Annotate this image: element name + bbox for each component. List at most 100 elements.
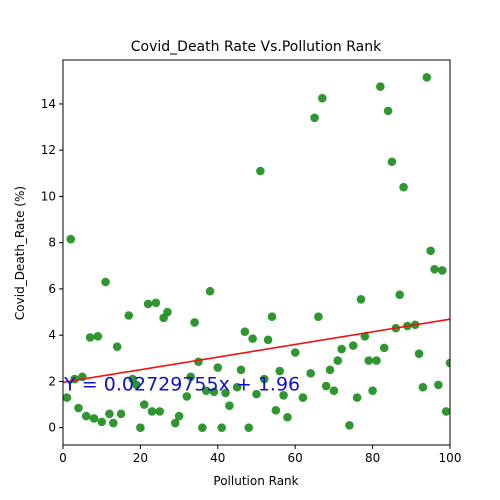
data-point [376,82,385,91]
data-point [310,113,319,123]
x-tick-label: 0 [59,451,67,465]
data-point [418,382,428,392]
data-point [225,401,234,410]
data-point [329,386,339,395]
data-point [217,423,226,432]
data-point [155,407,165,416]
data-point [205,286,215,296]
data-point [97,417,106,427]
plot-area: Y = 0.02729755x + 1.96 0 20 40 60 80 100 0 2 4 6 8 1… [41,59,462,465]
data-point [139,400,149,409]
y-tick-label: 0 [48,421,56,435]
data-point [182,392,192,401]
data-point [63,393,72,402]
plot-frame [62,59,451,446]
data-point [190,318,199,327]
data-point [279,390,288,400]
data-point [356,295,366,304]
data-point [81,411,91,421]
data-point [271,406,281,415]
y-axis-label: Covid_Death_Rate (%) [13,186,27,320]
chart-title: Covid_Death Rate Vs.Pollution Rank [131,39,382,55]
data-point [434,380,443,390]
data-point [387,157,397,167]
y-tick-label: 2 [48,374,56,388]
data-point [201,386,211,395]
data-point [85,333,95,342]
data-point [399,182,408,192]
data-point [414,349,424,358]
data-point [441,407,450,416]
data-point [221,388,230,398]
data-point [143,299,153,309]
data-point [314,312,323,321]
data-point [209,387,219,397]
y-tick-label: 14 [41,97,56,111]
data-point [364,356,374,365]
data-point [368,386,377,395]
data-point [112,342,122,352]
data-point [105,409,114,419]
data-point [256,166,265,176]
data-point [422,73,432,82]
x-tick-label: 40 [210,451,225,465]
data-point [430,264,439,274]
data-point [93,332,103,341]
x-tick-label: 20 [133,451,148,465]
data-point [263,335,273,345]
data-point [89,414,99,423]
data-point [267,312,277,321]
data-point [163,307,172,317]
data-point [321,381,331,391]
data-point [194,357,203,367]
data-point [345,421,354,430]
data-point [101,277,110,287]
data-point [379,343,389,353]
y-tick-label: 12 [41,143,56,157]
regression-line [63,318,450,384]
data-point [248,334,257,343]
data-point [333,356,343,365]
data-point [132,380,141,390]
data-point [174,411,184,421]
y-tick-label: 10 [41,189,56,203]
data-point [74,403,83,413]
data-point [213,363,223,372]
data-point [240,327,250,336]
x-tick-label: 80 [365,451,380,465]
x-axis-label: Pollution Rank [213,474,298,488]
data-point [275,366,285,376]
data-point [395,290,404,299]
data-point [317,93,327,103]
data-point [426,246,435,256]
x-tick-label: 100 [439,451,462,465]
data-point [66,234,76,244]
data-point [352,393,362,402]
data-point [437,266,447,275]
data-point [337,344,346,354]
data-point [252,389,261,399]
x-tick-label: 60 [288,451,303,465]
data-point [232,382,242,392]
data-point [383,106,393,116]
data-point [259,374,269,384]
data-point [445,358,450,368]
data-point [116,409,126,419]
data-point [151,298,161,308]
data-point [170,418,180,428]
data-point [325,365,335,375]
y-tick-label: 6 [48,282,56,296]
data-point [236,365,246,375]
data-point [306,369,315,378]
data-point [109,418,118,428]
y-tick-label: 4 [48,328,56,342]
data-point [198,423,207,432]
data-point [290,348,300,357]
data-point [283,412,292,422]
data-point [348,341,358,350]
y-tick-label: 8 [48,236,56,250]
data-point [372,356,381,365]
data-point [147,407,157,416]
data-point [124,311,134,320]
data-point [244,423,254,432]
